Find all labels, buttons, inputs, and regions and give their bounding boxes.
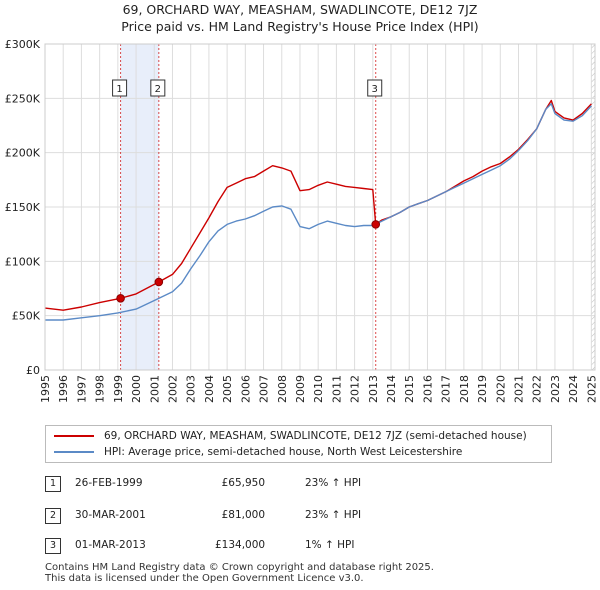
transaction-date: 01-MAR-2013: [75, 539, 146, 551]
x-tick-label: 2005: [221, 375, 234, 403]
transaction-hpi: 23% ↑ HPI: [305, 477, 362, 489]
sale-point: [116, 294, 125, 303]
sale-label-box: [150, 79, 166, 97]
legend-swatch-red: [54, 435, 94, 437]
x-tick-label: 2018: [458, 375, 471, 403]
x-tick-label: 2008: [276, 375, 289, 403]
transaction-price: £65,950: [221, 477, 265, 489]
transaction-price: £81,000: [221, 509, 265, 521]
transaction-row: 2 30-MAR-2001 £81,000 23% ↑ HPI: [45, 505, 565, 525]
x-tick-label: 2003: [185, 375, 198, 403]
y-tick-label: £100K: [5, 255, 41, 268]
x-tick-label: 2019: [476, 375, 489, 403]
x-tick-label: 2015: [403, 375, 416, 403]
sale-point: [154, 277, 164, 287]
transaction-hpi: 23% ↑ HPI: [305, 509, 362, 521]
chart-legend: 69, ORCHARD WAY, MEASHAM, SWADLINCOTE, D…: [45, 425, 552, 463]
x-tick-label: 2010: [312, 375, 325, 403]
x-tick-label: 2004: [203, 375, 216, 403]
x-tick-label: 2025: [585, 375, 598, 403]
x-tick-label: 1995: [39, 375, 52, 403]
transaction-row: 1 26-FEB-1999 £65,950 23% ↑ HPI: [45, 473, 565, 493]
sale-label: 2: [155, 84, 161, 95]
x-tick-label: 2013: [367, 375, 380, 403]
legend-label-property: 69, ORCHARD WAY, MEASHAM, SWADLINCOTE, D…: [104, 430, 527, 442]
y-tick-label: £300K: [5, 38, 41, 51]
x-tick-label: 2011: [330, 375, 343, 403]
y-tick-label: £50K: [12, 310, 41, 323]
series-line-property: [44, 99, 592, 311]
x-tick-label: 2016: [421, 375, 434, 403]
x-tick-label: 2012: [349, 375, 362, 403]
transaction-hpi: 1% ↑ HPI: [305, 539, 355, 551]
x-tick-label: 1998: [94, 375, 107, 403]
legend-swatch-blue: [54, 451, 94, 453]
x-tick-label: 1997: [75, 375, 88, 403]
x-tick-label: 2017: [440, 375, 453, 403]
x-tick-label: 2020: [494, 375, 507, 403]
chart-title-address: 69, ORCHARD WAY, MEASHAM, SWADLINCOTE, D…: [122, 2, 478, 17]
x-tick-label: 2000: [130, 375, 143, 403]
sale-label-box: [112, 79, 128, 97]
plot-frame: [44, 43, 596, 371]
x-tick-label: 2023: [549, 375, 562, 403]
series-line-hpi: [45, 103, 592, 321]
legend-label-hpi: HPI: Average price, semi-detached house,…: [104, 446, 463, 458]
transaction-price: £134,000: [215, 539, 266, 551]
x-tick-label: 1996: [57, 375, 70, 403]
x-tick-label: 1999: [112, 375, 125, 403]
x-tick-label: 2022: [531, 375, 544, 403]
y-tick-label: £200K: [5, 147, 41, 160]
transaction-number: 3: [45, 538, 61, 554]
sale-label: 1: [116, 84, 122, 95]
price-chart: 1 2 3 £0 £50K £100K £150K £200K £250K £300K 1995 1…: [5, 38, 599, 403]
transaction-row: 3 01-MAR-2013 £134,000 1% ↑ HPI: [45, 535, 565, 555]
chart-title-subtitle: Price paid vs. HM Land Registry's House …: [121, 19, 479, 34]
sale-label: 3: [372, 84, 378, 95]
x-tick-label: 2014: [385, 375, 398, 403]
footer-line-1: Contains HM Land Registry data © Crown c…: [45, 562, 434, 573]
y-tick-label: £150K: [5, 201, 41, 214]
x-tick-label: 2009: [294, 375, 307, 403]
sale-label-box: [367, 79, 383, 97]
footer-attribution: Contains HM Land Registry data © Crown c…: [45, 562, 434, 584]
transaction-date: 26-FEB-1999: [75, 477, 143, 489]
transaction-date: 30-MAR-2001: [75, 509, 146, 521]
x-tick-label: 2021: [513, 375, 526, 403]
footer-line-2: This data is licensed under the Open Gov…: [45, 573, 364, 584]
x-tick-label: 2007: [258, 375, 271, 403]
x-tick-label: 2006: [239, 375, 252, 403]
y-tick-label: £250K: [5, 92, 41, 105]
transaction-number: 1: [45, 476, 61, 492]
legend-item-hpi: HPI: Average price, semi-detached house,…: [54, 445, 462, 459]
y-tick-label: £0: [26, 364, 40, 377]
x-tick-label: 2001: [148, 375, 161, 403]
x-tick-label: 2002: [166, 375, 179, 403]
legend-item-property: 69, ORCHARD WAY, MEASHAM, SWADLINCOTE, D…: [54, 429, 527, 443]
x-tick-label: 2024: [567, 375, 580, 403]
transaction-number: 2: [45, 508, 61, 524]
sale-point: [371, 220, 381, 229]
